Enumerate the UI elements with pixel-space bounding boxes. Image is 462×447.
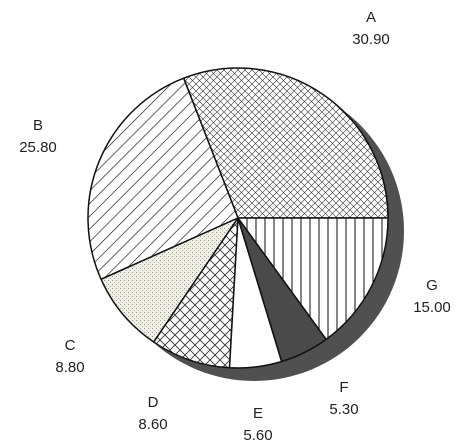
slice-name-label-c: C (65, 337, 76, 354)
slice-value-label-d: 8.60 (138, 416, 167, 433)
slice-name-label-e: E (253, 405, 263, 422)
slice-name-label-f: F (339, 379, 348, 396)
slice-value-label-b: 25.80 (19, 139, 57, 156)
slice-name-label-d: D (148, 394, 159, 411)
slice-value-label-a: 30.90 (352, 31, 390, 48)
pie-slice-c (100, 217, 239, 343)
slice-value-label-f: 5.30 (329, 401, 358, 418)
pie-slice-a (182, 67, 389, 219)
slice-value-label-g: 15.00 (413, 299, 451, 316)
slice-name-label-g: G (426, 277, 438, 294)
slice-value-label-e: 5.60 (243, 427, 272, 444)
pie-slice-g (237, 217, 389, 341)
slice-value-label-c: 8.80 (55, 359, 84, 376)
pie-slice-b (87, 77, 239, 281)
slice-name-label-a: A (366, 9, 376, 26)
slice-name-label-b: B (33, 117, 43, 134)
